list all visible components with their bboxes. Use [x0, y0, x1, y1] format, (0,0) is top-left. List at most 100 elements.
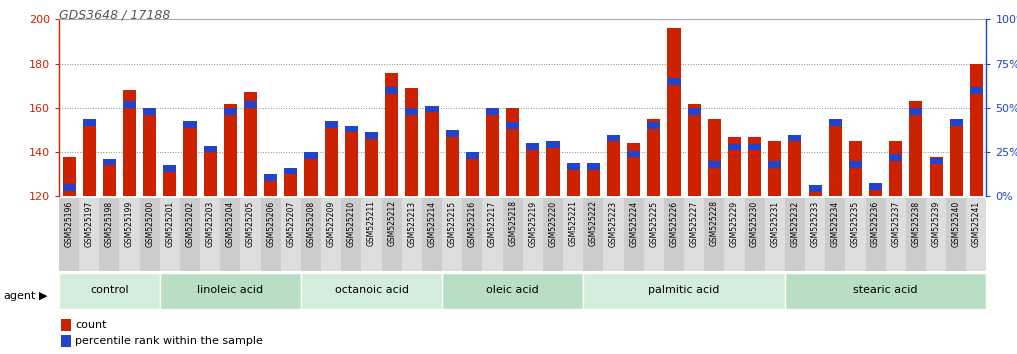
Bar [889, 141, 902, 196]
Bar [870, 183, 882, 196]
Text: GSM525234: GSM525234 [831, 200, 840, 247]
Bar [143, 108, 157, 196]
Bar [647, 119, 660, 196]
Bar [301, 198, 321, 271]
Bar [607, 135, 620, 196]
Bar [970, 87, 983, 93]
Text: GSM525200: GSM525200 [145, 200, 155, 247]
Bar [62, 184, 75, 191]
Bar [566, 163, 580, 196]
Bar [809, 185, 822, 196]
Bar [180, 198, 200, 271]
Text: GSM525204: GSM525204 [226, 200, 235, 247]
Text: GSM525228: GSM525228 [710, 200, 719, 246]
Bar [59, 273, 160, 309]
Bar [785, 198, 805, 271]
Bar [361, 198, 381, 271]
Bar [442, 198, 463, 271]
Bar [402, 198, 422, 271]
Bar [422, 198, 442, 271]
Bar [139, 198, 160, 271]
Bar [103, 159, 116, 196]
Bar [285, 168, 297, 175]
Bar [728, 137, 741, 196]
Bar [486, 108, 499, 115]
Bar [425, 106, 438, 196]
Bar [365, 132, 378, 196]
Bar [583, 198, 603, 271]
Bar [546, 141, 559, 196]
Text: GSM525196: GSM525196 [64, 200, 73, 247]
Bar [623, 198, 644, 271]
Text: GSM525226: GSM525226 [669, 200, 678, 246]
Bar [406, 88, 418, 196]
Bar [667, 28, 680, 196]
Bar [587, 163, 600, 170]
Bar [203, 145, 217, 196]
Bar [164, 166, 176, 172]
Text: GSM525207: GSM525207 [287, 200, 295, 247]
Bar [506, 122, 520, 129]
Bar [909, 108, 922, 115]
Bar [381, 198, 402, 271]
Text: GSM525230: GSM525230 [751, 200, 759, 247]
Bar [260, 198, 281, 271]
Text: GSM525211: GSM525211 [367, 200, 376, 246]
Text: GSM525236: GSM525236 [872, 200, 880, 247]
Text: GSM525227: GSM525227 [690, 200, 699, 246]
Text: oleic acid: oleic acid [486, 285, 539, 295]
Bar [301, 273, 442, 309]
Bar [324, 121, 338, 196]
Text: GSM525223: GSM525223 [609, 200, 618, 246]
Bar [627, 151, 640, 157]
Bar [224, 108, 237, 115]
Bar [244, 92, 257, 196]
Text: GSM525241: GSM525241 [972, 200, 981, 246]
Bar [865, 198, 886, 271]
Text: GSM525212: GSM525212 [387, 200, 397, 246]
Bar [264, 175, 278, 196]
Bar [583, 273, 785, 309]
Bar [61, 335, 71, 347]
Text: GSM525222: GSM525222 [589, 200, 598, 246]
Bar [79, 198, 100, 271]
Bar [345, 126, 358, 196]
Bar [281, 198, 301, 271]
Text: GSM525202: GSM525202 [185, 200, 194, 246]
Bar [644, 198, 664, 271]
Bar [203, 145, 217, 152]
Bar [825, 198, 845, 271]
Bar [788, 135, 801, 141]
Bar [526, 143, 539, 150]
Text: GSM525203: GSM525203 [205, 200, 215, 247]
Bar [143, 108, 157, 115]
Text: ▶: ▶ [39, 291, 47, 301]
Bar [687, 103, 701, 196]
Text: GSM525229: GSM525229 [730, 200, 739, 246]
Bar [845, 198, 865, 271]
Bar [160, 198, 180, 271]
Bar [749, 144, 761, 150]
Bar [708, 119, 721, 196]
Text: GSM525239: GSM525239 [932, 200, 941, 247]
Bar [506, 108, 520, 196]
Bar [829, 119, 842, 126]
Text: GSM525219: GSM525219 [528, 200, 537, 246]
Bar [607, 135, 620, 141]
Bar [849, 141, 862, 196]
Bar [788, 135, 801, 196]
Text: GSM525235: GSM525235 [851, 200, 860, 247]
Bar [385, 87, 399, 93]
Text: GSM525216: GSM525216 [468, 200, 477, 246]
Text: control: control [91, 285, 129, 295]
Bar [385, 73, 399, 196]
Bar [244, 101, 257, 108]
Text: GSM525224: GSM525224 [630, 200, 638, 246]
Bar [486, 108, 499, 196]
Text: GSM525197: GSM525197 [84, 200, 94, 247]
Bar [744, 198, 765, 271]
Bar [930, 156, 943, 196]
Bar [264, 175, 278, 181]
Bar [946, 198, 966, 271]
Bar [566, 163, 580, 170]
